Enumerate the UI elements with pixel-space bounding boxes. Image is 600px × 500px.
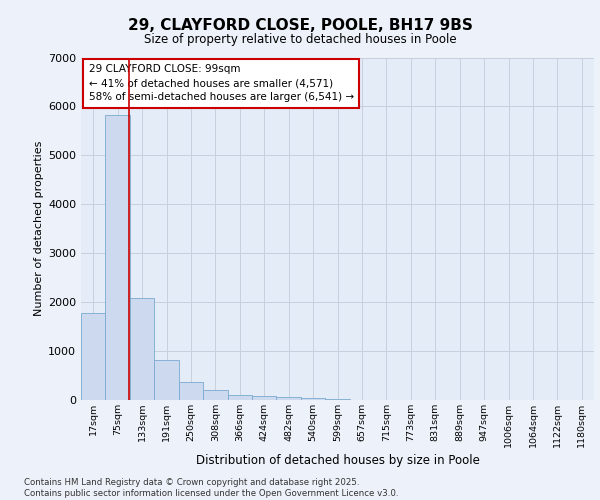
Bar	[179, 382, 203, 400]
Text: Size of property relative to detached houses in Poole: Size of property relative to detached ho…	[143, 32, 457, 46]
Bar	[203, 390, 227, 400]
Bar	[106, 115, 130, 400]
Bar	[130, 298, 154, 400]
Bar	[227, 394, 252, 400]
Bar	[81, 313, 106, 400]
Text: 29 CLAYFORD CLOSE: 99sqm
← 41% of detached houses are smaller (4,571)
58% of sem: 29 CLAYFORD CLOSE: 99sqm ← 41% of detach…	[89, 64, 354, 102]
Text: 29, CLAYFORD CLOSE, POOLE, BH17 9BS: 29, CLAYFORD CLOSE, POOLE, BH17 9BS	[128, 18, 472, 32]
Bar	[325, 398, 350, 400]
Bar	[277, 396, 301, 400]
X-axis label: Distribution of detached houses by size in Poole: Distribution of detached houses by size …	[196, 454, 479, 467]
Y-axis label: Number of detached properties: Number of detached properties	[34, 141, 44, 316]
Text: Contains HM Land Registry data © Crown copyright and database right 2025.
Contai: Contains HM Land Registry data © Crown c…	[24, 478, 398, 498]
Bar	[301, 398, 325, 400]
Bar	[154, 360, 179, 400]
Bar	[252, 396, 277, 400]
